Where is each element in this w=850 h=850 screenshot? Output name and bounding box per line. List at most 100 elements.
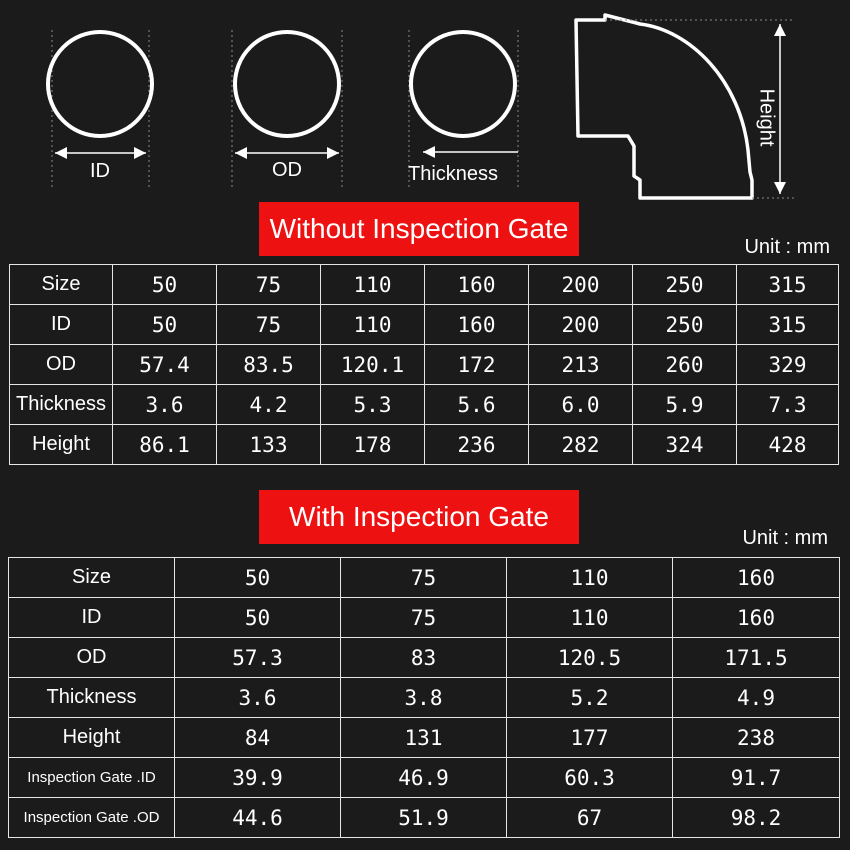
id-circle-icon — [46, 30, 154, 188]
table-cell: 160 — [424, 304, 529, 345]
row-label: Thickness — [8, 677, 175, 718]
table-cell: 57.3 — [174, 637, 341, 678]
table-row: OD 57.4 83.5 120.1 172 213 260 329 — [9, 344, 839, 385]
table-cell: 315 — [736, 264, 839, 305]
dimension-diagram-graphic — [46, 13, 795, 200]
table-cell: 120.1 — [320, 344, 425, 385]
table-cell: 200 — [528, 304, 633, 345]
table-row: Size 50 75 110 160 200 250 315 — [9, 264, 839, 305]
table-row: Inspection Gate .OD 44.6 51.9 67 98.2 — [8, 797, 840, 838]
table-cell: 4.9 — [672, 677, 840, 718]
table-cell: 6.0 — [528, 384, 633, 425]
table-cell: 131 — [340, 717, 507, 758]
table-row: Height 84 131 177 238 — [8, 717, 840, 758]
table-cell: 5.9 — [632, 384, 737, 425]
table-cell: 75 — [216, 264, 321, 305]
table-cell: 75 — [216, 304, 321, 345]
table-cell: 160 — [424, 264, 529, 305]
elbow-pipe-icon — [574, 13, 795, 200]
od-circle-icon — [231, 30, 343, 188]
thickness-label: Thickness — [407, 163, 499, 185]
table-cell: 83 — [340, 637, 507, 678]
row-label: Size — [9, 264, 113, 305]
table-without-inspection-gate: Size 50 75 110 160 200 250 315 ID 50 75 110 160 200 25… — [9, 264, 839, 465]
height-label: Height — [755, 88, 778, 147]
section2-unit: Unit : mm — [742, 527, 828, 549]
section1-title: Without Inspection Gate — [259, 202, 579, 256]
table-cell: 67 — [506, 797, 673, 838]
table-cell: 5.6 — [424, 384, 529, 425]
table-cell: 44.6 — [174, 797, 341, 838]
table-cell: 120.5 — [506, 637, 673, 678]
table-cell: 7.3 — [736, 384, 839, 425]
table-cell: 98.2 — [672, 797, 840, 838]
table-cell: 84 — [174, 717, 341, 758]
table-cell: 91.7 — [672, 757, 840, 798]
table-cell: 238 — [672, 717, 840, 758]
table-row: Inspection Gate .ID 39.9 46.9 60.3 91.7 — [8, 757, 840, 798]
row-label: Inspection Gate .ID — [8, 757, 175, 798]
table-cell: 315 — [736, 304, 839, 345]
table-cell: 171.5 — [672, 637, 840, 678]
table-cell: 86.1 — [112, 424, 217, 465]
row-label: OD — [8, 637, 175, 678]
table-row: Thickness 3.6 4.2 5.3 5.6 6.0 5.9 7.3 — [9, 384, 839, 425]
table-cell: 57.4 — [112, 344, 217, 385]
id-label: ID — [90, 160, 110, 182]
od-label: OD — [272, 159, 302, 181]
table-cell: 5.2 — [506, 677, 673, 718]
table-cell: 329 — [736, 344, 839, 385]
table-cell: 50 — [174, 597, 341, 638]
table-cell: 110 — [506, 557, 673, 598]
table-row: Height 86.1 133 178 236 282 324 428 — [9, 424, 839, 465]
table-cell: 110 — [320, 304, 425, 345]
row-label: Size — [8, 557, 175, 598]
table-cell: 133 — [216, 424, 321, 465]
table-cell: 5.3 — [320, 384, 425, 425]
dimension-diagram: ID OD Thickness Height — [0, 0, 850, 200]
row-label: ID — [8, 597, 175, 638]
table-cell: 50 — [112, 304, 217, 345]
table-cell: 50 — [174, 557, 341, 598]
table-cell: 236 — [424, 424, 529, 465]
row-label: Inspection Gate .OD — [8, 797, 175, 838]
table-with-inspection-gate: Size 50 75 110 160 ID 50 75 110 160 OD 57.3 83 120.5 1… — [8, 557, 840, 838]
table-cell: 75 — [340, 557, 507, 598]
table-cell: 250 — [632, 304, 737, 345]
table-row: ID 50 75 110 160 — [8, 597, 840, 638]
table-cell: 250 — [632, 264, 737, 305]
table-cell: 213 — [528, 344, 633, 385]
table-cell: 46.9 — [340, 757, 507, 798]
table-cell: 83.5 — [216, 344, 321, 385]
table-cell: 50 — [112, 264, 217, 305]
table-cell: 282 — [528, 424, 633, 465]
table-cell: 160 — [672, 597, 840, 638]
table-cell: 260 — [632, 344, 737, 385]
table-cell: 4.2 — [216, 384, 321, 425]
section2-title: With Inspection Gate — [259, 490, 579, 544]
table-row: Size 50 75 110 160 — [8, 557, 840, 598]
table-cell: 172 — [424, 344, 529, 385]
table-cell: 51.9 — [340, 797, 507, 838]
row-label: Height — [8, 717, 175, 758]
table-cell: 3.6 — [174, 677, 341, 718]
table-row: OD 57.3 83 120.5 171.5 — [8, 637, 840, 678]
table-cell: 3.8 — [340, 677, 507, 718]
table-row: ID 50 75 110 160 200 250 315 — [9, 304, 839, 345]
section1-unit: Unit : mm — [744, 236, 830, 258]
table-cell: 160 — [672, 557, 840, 598]
table-cell: 110 — [320, 264, 425, 305]
row-label: Thickness — [9, 384, 113, 425]
table-cell: 324 — [632, 424, 737, 465]
table-cell: 3.6 — [112, 384, 217, 425]
row-label: OD — [9, 344, 113, 385]
table-cell: 200 — [528, 264, 633, 305]
table-cell: 39.9 — [174, 757, 341, 798]
table-cell: 75 — [340, 597, 507, 638]
row-label: Height — [9, 424, 113, 465]
table-cell: 177 — [506, 717, 673, 758]
table-cell: 428 — [736, 424, 839, 465]
table-cell: 110 — [506, 597, 673, 638]
table-row: Thickness 3.6 3.8 5.2 4.9 — [8, 677, 840, 718]
table-cell: 60.3 — [506, 757, 673, 798]
